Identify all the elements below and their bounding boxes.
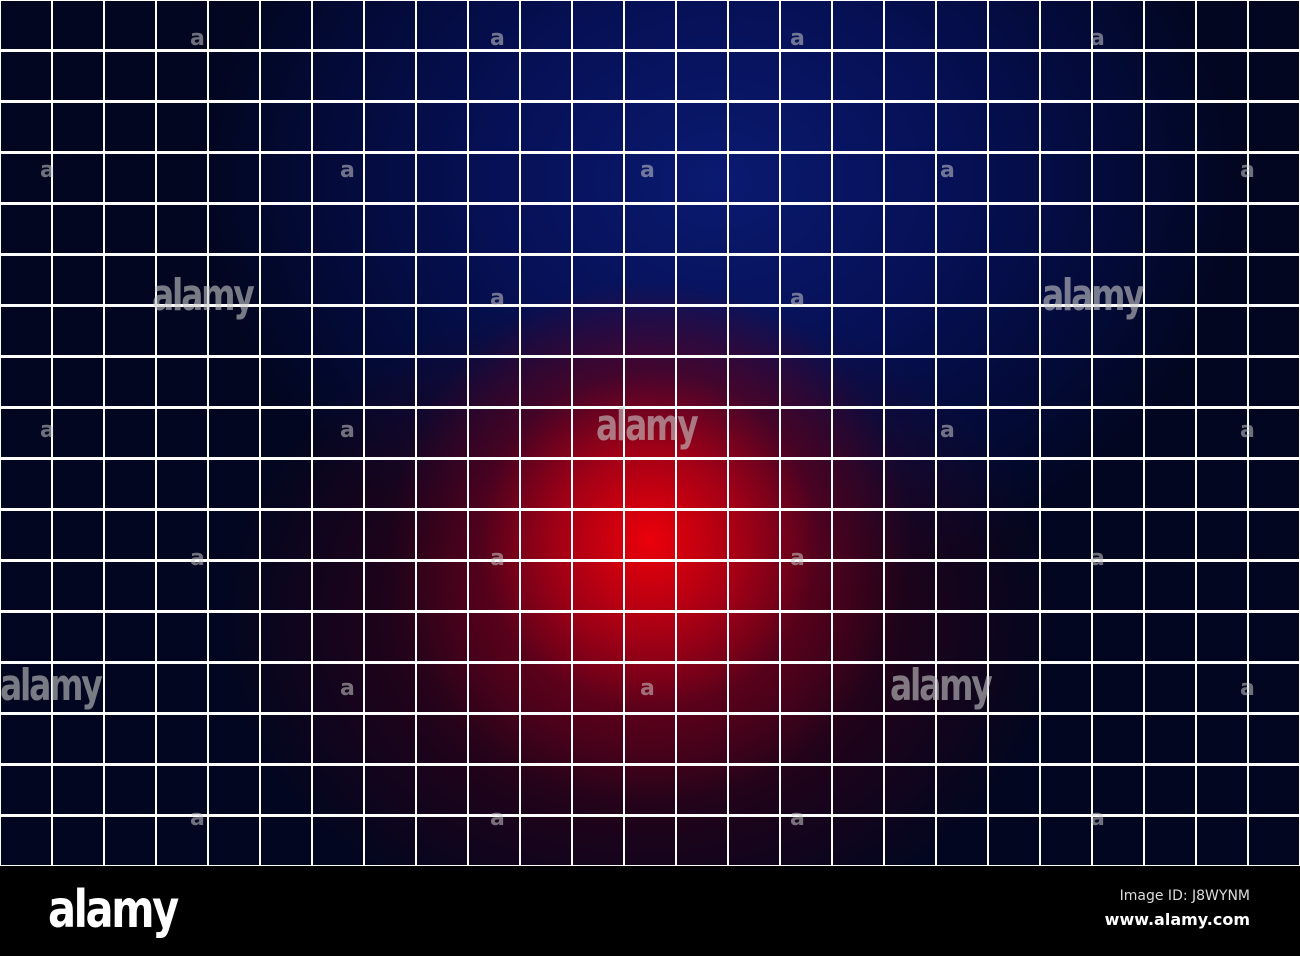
watermark-glyph: a xyxy=(190,546,205,571)
watermark-glyph: a xyxy=(1090,26,1105,51)
watermark-glyph: a xyxy=(340,676,355,701)
watermark-glyph: a xyxy=(640,158,655,183)
watermark-glyph: a xyxy=(940,158,955,183)
watermark-glyph: a xyxy=(790,546,805,571)
watermark-glyph: a xyxy=(340,418,355,443)
image-id-label: Image ID: J8WYNM xyxy=(1119,888,1250,904)
alamy-logo: alamy xyxy=(48,880,179,940)
watermark-glyph: a xyxy=(40,158,55,183)
watermark-glyph: a xyxy=(640,676,655,701)
watermark-glyph: a xyxy=(1240,418,1255,443)
watermark-glyph: a xyxy=(490,26,505,51)
watermark-logo: alamy xyxy=(1042,270,1145,321)
watermark-glyph: a xyxy=(790,806,805,831)
watermark-glyph: a xyxy=(1240,676,1255,701)
watermark-glyph: a xyxy=(490,546,505,571)
watermark-glyph: a xyxy=(490,806,505,831)
watermark-logo: alamy xyxy=(596,400,699,451)
footer-bar: alamy Image ID: J8WYNM www.alamy.com xyxy=(0,866,1300,956)
watermark-logo: alamy xyxy=(0,660,103,711)
watermark-glyph: a xyxy=(790,26,805,51)
site-url: www.alamy.com xyxy=(1104,910,1250,929)
watermark-logo: alamy xyxy=(890,660,993,711)
watermark-glyph: a xyxy=(340,158,355,183)
watermark-glyph: a xyxy=(940,418,955,443)
watermark-glyph: a xyxy=(1090,546,1105,571)
watermark-glyph: a xyxy=(790,286,805,311)
watermark-logo: alamy xyxy=(152,270,255,321)
watermark-glyph: a xyxy=(190,26,205,51)
watermark-glyph: a xyxy=(1090,806,1105,831)
tile-grid-lines xyxy=(0,0,1300,866)
watermark-glyph: a xyxy=(1240,158,1255,183)
watermark-glyph: a xyxy=(40,418,55,443)
watermark-glyph: a xyxy=(190,806,205,831)
watermark-glyph: a xyxy=(490,286,505,311)
